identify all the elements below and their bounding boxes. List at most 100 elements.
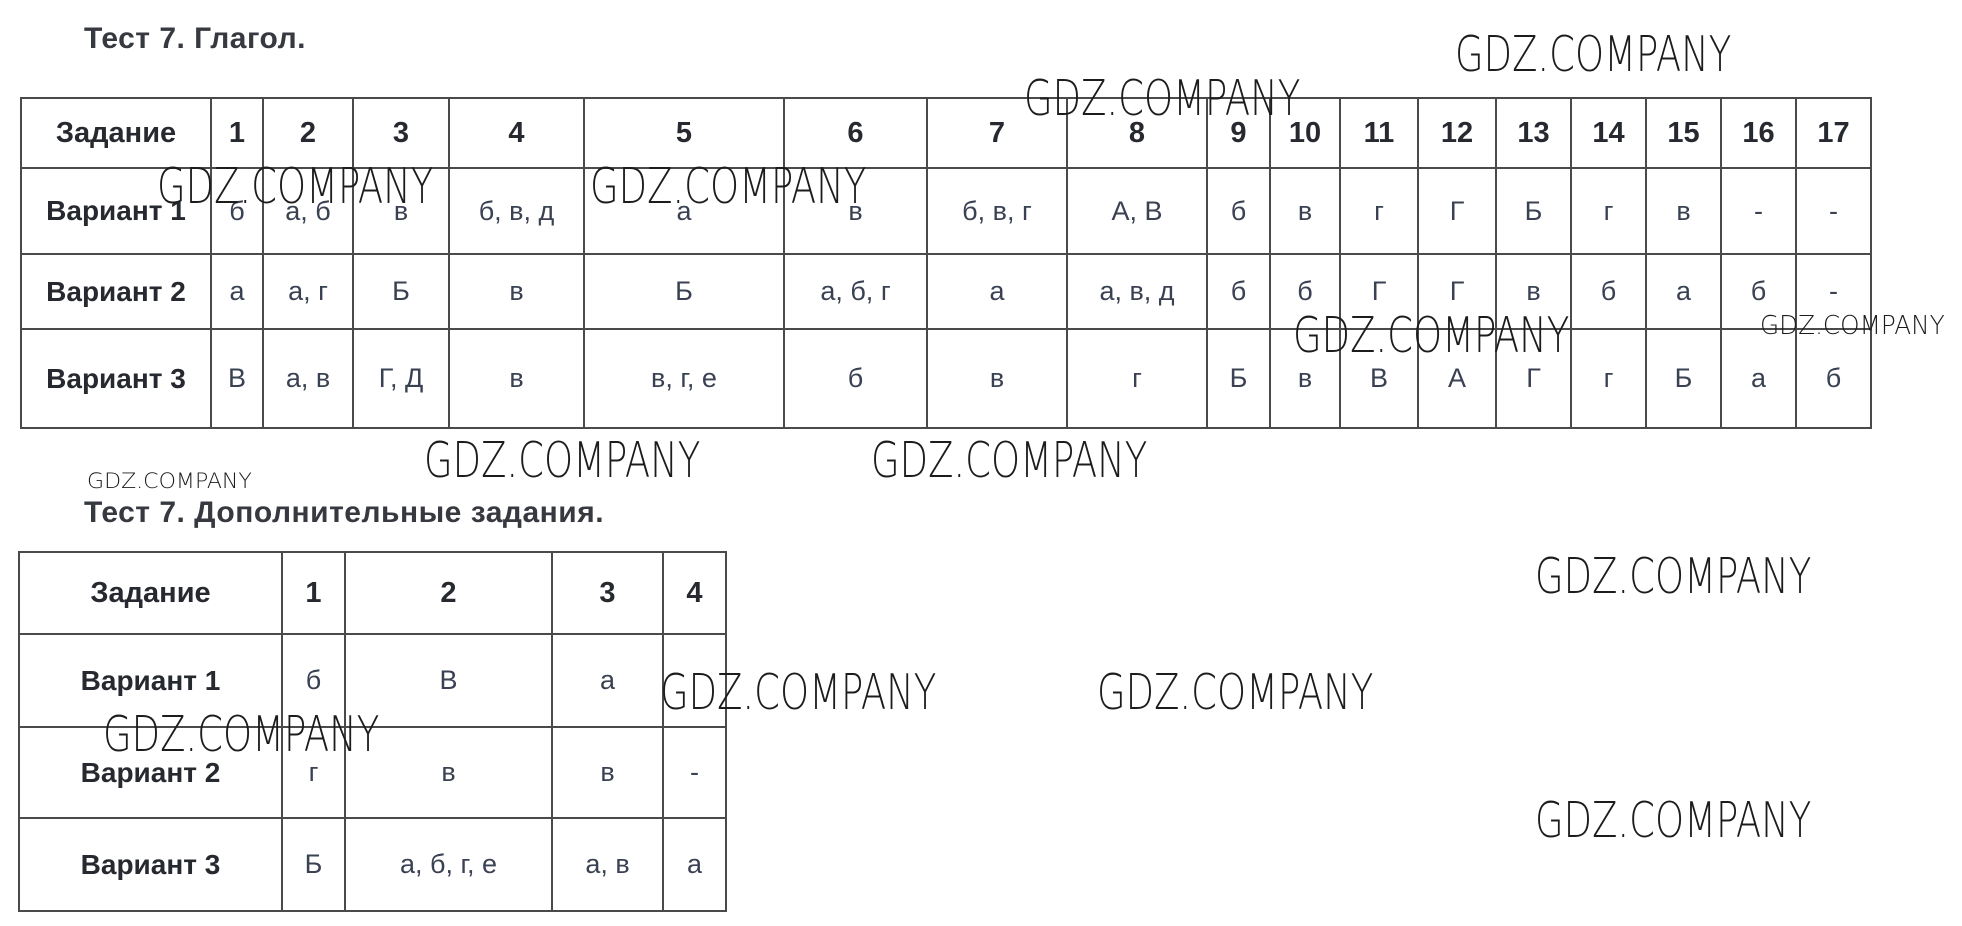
variant-label: Вариант 2: [20, 253, 212, 330]
answer-cell: Б: [1645, 328, 1722, 429]
answer-cell: -: [1720, 167, 1797, 255]
answer-cell: А: [1417, 328, 1497, 429]
answer-cell: б: [783, 328, 928, 429]
additional-tasks-title: Тест 7. Дополнительные задания.: [84, 496, 605, 529]
answer-cell: б, в, г: [926, 167, 1068, 255]
answer-cell: В: [344, 633, 553, 728]
header-cell: 10: [1269, 97, 1341, 169]
answer-cell: -: [1795, 167, 1872, 255]
answer-cell: Г: [1417, 167, 1497, 255]
answer-cell: б: [1206, 253, 1271, 330]
table-row-variant-1: Вариант 1 б а, б в б, в, д а в б, в, г А…: [20, 167, 1950, 255]
header-cell: 9: [1206, 97, 1271, 169]
header-cell: 2: [344, 551, 553, 635]
header-cell: 1: [281, 551, 346, 635]
answer-cell: В: [1339, 328, 1419, 429]
header-cell: 8: [1066, 97, 1208, 169]
watermark-text: GDZ.COMPANY: [1535, 791, 1812, 850]
table-row-variant-2: Вариант 2 г в в -: [18, 726, 727, 819]
answer-cell: а, б, г, е: [344, 817, 553, 912]
header-cell: 6: [783, 97, 928, 169]
answer-cell: А, В: [1066, 167, 1208, 255]
answer-cell: [662, 633, 727, 728]
answer-cell: в: [1645, 167, 1722, 255]
answer-cell: а: [583, 167, 785, 255]
answer-cell: б, в, д: [448, 167, 585, 255]
answer-cell: -: [662, 726, 727, 819]
answer-cell: г: [1066, 328, 1208, 429]
answer-cell: в: [1269, 167, 1341, 255]
table-header-row: Задание 1 2 3 4: [18, 551, 727, 635]
answer-cell: в: [352, 167, 450, 255]
table-row-variant-3: Вариант 3 Б а, б, г, е а, в а: [18, 817, 727, 912]
table-row-variant-2: Вариант 2 а а, г Б в Б а, б, г а а, в, д…: [20, 253, 1950, 330]
header-cell: 15: [1645, 97, 1722, 169]
answer-cell: Б: [1495, 167, 1572, 255]
answer-cell: в: [1495, 253, 1572, 330]
table-header-row: Задание 1 2 3 4 5 6 7 8 9 10 11 12 13 14…: [20, 97, 1950, 169]
answer-cell: Г: [1417, 253, 1497, 330]
answer-cell: б: [281, 633, 346, 728]
answer-cell: г: [1570, 328, 1647, 429]
header-cell: 3: [551, 551, 664, 635]
header-cell: 7: [926, 97, 1068, 169]
answers-table-additional: Задание 1 2 3 4 Вариант 1 б В а Вариант …: [18, 551, 727, 912]
answer-cell: б: [1570, 253, 1647, 330]
answer-cell: а: [1720, 328, 1797, 429]
header-cell: Задание: [18, 551, 283, 635]
header-cell: 17: [1795, 97, 1872, 169]
header-cell: 2: [262, 97, 354, 169]
header-cell: Задание: [20, 97, 212, 169]
watermark-text: GDZ.COMPANY: [1097, 663, 1374, 722]
answer-cell: а: [551, 633, 664, 728]
header-cell: 1: [210, 97, 264, 169]
watermark-text: GDZ.COMPANY: [424, 431, 701, 490]
answer-cell: в, г, е: [583, 328, 785, 429]
variant-label: Вариант 3: [18, 817, 283, 912]
answer-cell: Б: [352, 253, 450, 330]
answer-cell: а: [662, 817, 727, 912]
answer-cell: г: [281, 726, 346, 819]
answer-cell: в: [448, 253, 585, 330]
answer-cell: б: [1269, 253, 1341, 330]
watermark-text: GDZ.COMPANY: [1535, 547, 1812, 606]
header-cell: 5: [583, 97, 785, 169]
header-cell: 11: [1339, 97, 1419, 169]
answer-cell: в: [344, 726, 553, 819]
answer-cell: Б: [1206, 328, 1271, 429]
answer-cell: а, б, г: [783, 253, 928, 330]
answer-cell: а: [210, 253, 264, 330]
answer-cell: б: [1720, 253, 1797, 330]
answer-cell: а: [1645, 253, 1722, 330]
header-cell: 14: [1570, 97, 1647, 169]
test-title: Тест 7. Глагол.: [84, 22, 307, 55]
variant-label: Вариант 3: [20, 328, 212, 429]
answer-cell: в: [448, 328, 585, 429]
variant-label: Вариант 2: [18, 726, 283, 819]
header-cell: 13: [1495, 97, 1572, 169]
watermark-text: GDZ.COMPANY: [87, 469, 252, 493]
answer-cell: б: [210, 167, 264, 255]
answer-cell: Г, Д: [352, 328, 450, 429]
answer-cell: в: [551, 726, 664, 819]
answer-cell: а, г: [262, 253, 354, 330]
watermark-text: GDZ.COMPANY: [1455, 25, 1732, 84]
answer-cell: г: [1570, 167, 1647, 255]
watermark-text: GDZ.COMPANY: [871, 431, 1148, 490]
answer-cell: в: [926, 328, 1068, 429]
table-row-variant-1: Вариант 1 б В а: [18, 633, 727, 728]
answer-cell: Г: [1495, 328, 1572, 429]
answer-cell: а, б: [262, 167, 354, 255]
answer-cell: а: [926, 253, 1068, 330]
header-cell: 3: [352, 97, 450, 169]
answer-cell: а, в: [551, 817, 664, 912]
header-cell: 4: [448, 97, 585, 169]
answer-cell: б: [1206, 167, 1271, 255]
answer-cell: а, в: [262, 328, 354, 429]
answers-table-main: Задание 1 2 3 4 5 6 7 8 9 10 11 12 13 14…: [20, 97, 1951, 429]
answer-cell: Г: [1339, 253, 1419, 330]
answer-cell: в: [783, 167, 928, 255]
header-cell: 4: [662, 551, 727, 635]
answer-cell: Б: [281, 817, 346, 912]
